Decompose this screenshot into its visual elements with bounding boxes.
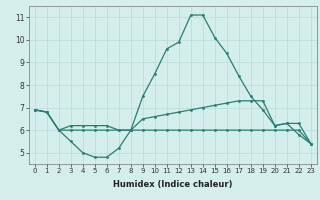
X-axis label: Humidex (Indice chaleur): Humidex (Indice chaleur): [113, 180, 233, 189]
